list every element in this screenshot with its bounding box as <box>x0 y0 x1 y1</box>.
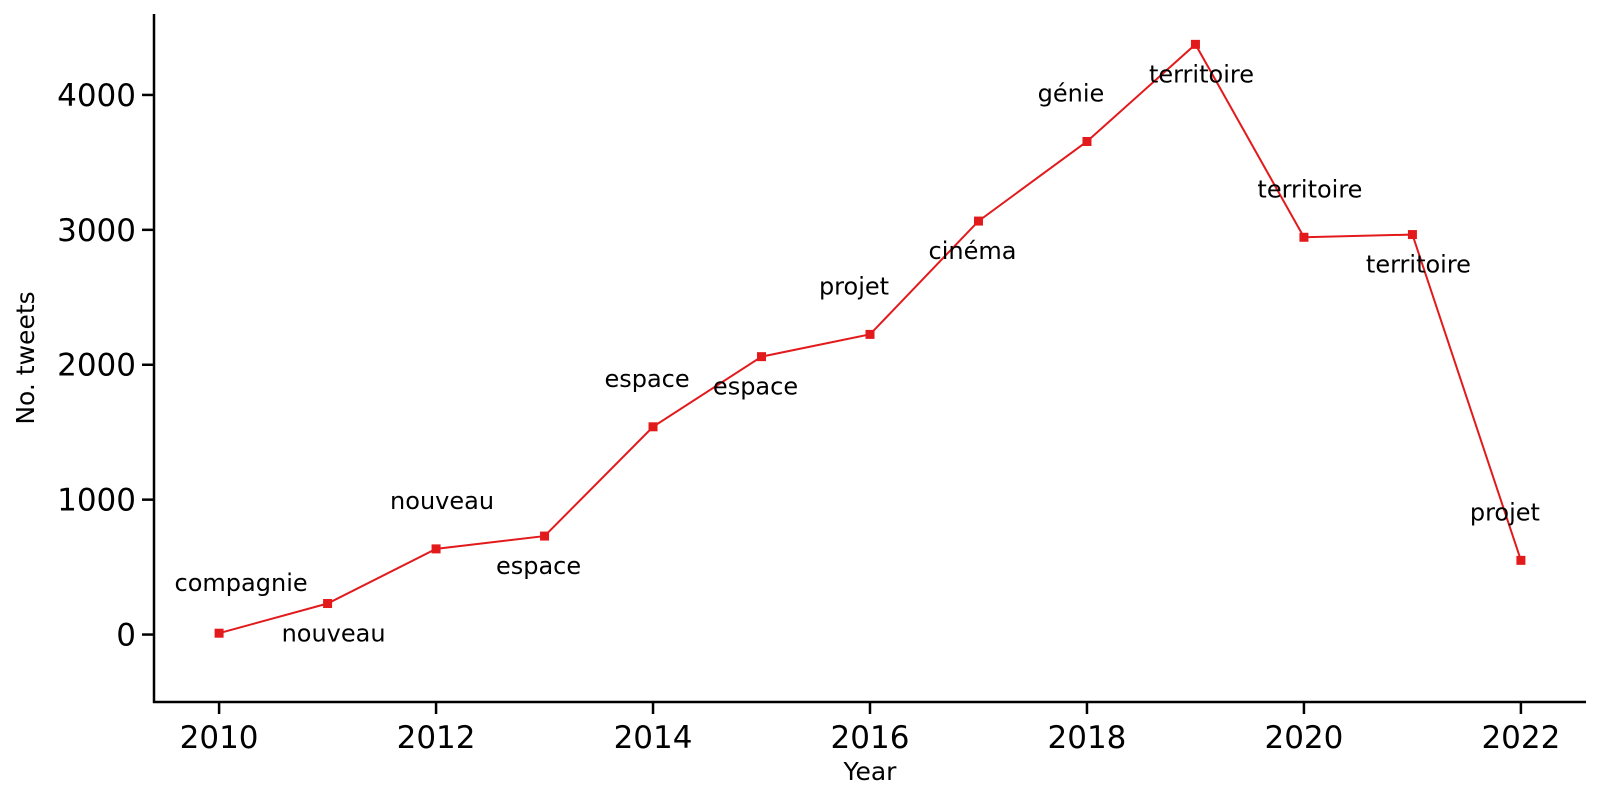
y-ticks: 0 1000 2000 3000 4000 <box>57 78 154 654</box>
y-tick-label: 1000 <box>57 483 136 519</box>
x-ticks: 2010 2012 2014 2016 2018 2020 2022 <box>180 702 1560 756</box>
data-point-annotation: nouveau <box>282 620 386 648</box>
data-point-marker <box>648 422 658 432</box>
data-point-annotation: compagnie <box>175 569 308 597</box>
x-tick-label: 2016 <box>831 720 910 756</box>
data-point-annotation: espace <box>713 373 798 401</box>
x-tick-label: 2012 <box>397 720 476 756</box>
data-point-marker <box>431 544 441 554</box>
x-tick-label: 2014 <box>614 720 693 756</box>
data-point-marker <box>1516 555 1526 565</box>
data-point-marker <box>1082 136 1092 146</box>
data-point-annotation: espace <box>496 552 581 580</box>
y-tick-label: 2000 <box>57 348 136 384</box>
y-tick-label: 4000 <box>57 78 136 114</box>
data-point-marker <box>757 352 767 362</box>
data-point-annotation: espace <box>604 365 689 393</box>
series-layer <box>214 39 1526 638</box>
data-point-annotation: territoire <box>1257 175 1362 203</box>
data-point-marker <box>540 531 550 541</box>
data-point-marker <box>214 628 224 638</box>
x-tick-label: 2022 <box>1481 720 1560 756</box>
data-point-annotation: génie <box>1038 79 1105 107</box>
data-point-marker <box>1299 232 1309 242</box>
x-tick-label: 2018 <box>1048 720 1127 756</box>
x-tick-label: 2020 <box>1264 720 1343 756</box>
data-point-marker <box>1407 230 1417 240</box>
data-point-annotation: territoire <box>1366 251 1471 279</box>
data-point-annotation: projet <box>819 272 889 300</box>
data-point-annotation: projet <box>1470 498 1540 526</box>
data-point-marker <box>323 599 333 609</box>
data-point-marker <box>973 216 983 226</box>
annotations-layer: compagnie nouveau nouveau espace espace espac… <box>175 60 1540 647</box>
data-point-annotation: cinéma <box>929 237 1017 265</box>
x-axis-label: Year <box>843 757 898 786</box>
data-point-marker <box>1190 39 1200 49</box>
data-point-annotation: nouveau <box>390 487 494 515</box>
y-tick-label: 0 <box>116 618 136 654</box>
axes: 2010 2012 2014 2016 2018 2020 2022 0 1000 2000 30… <box>11 14 1586 786</box>
y-tick-label: 3000 <box>57 213 136 249</box>
data-point-marker <box>865 329 875 339</box>
y-axis-label: No. tweets <box>11 291 40 424</box>
x-tick-label: 2010 <box>180 720 259 756</box>
data-point-annotation: territoire <box>1149 60 1254 88</box>
